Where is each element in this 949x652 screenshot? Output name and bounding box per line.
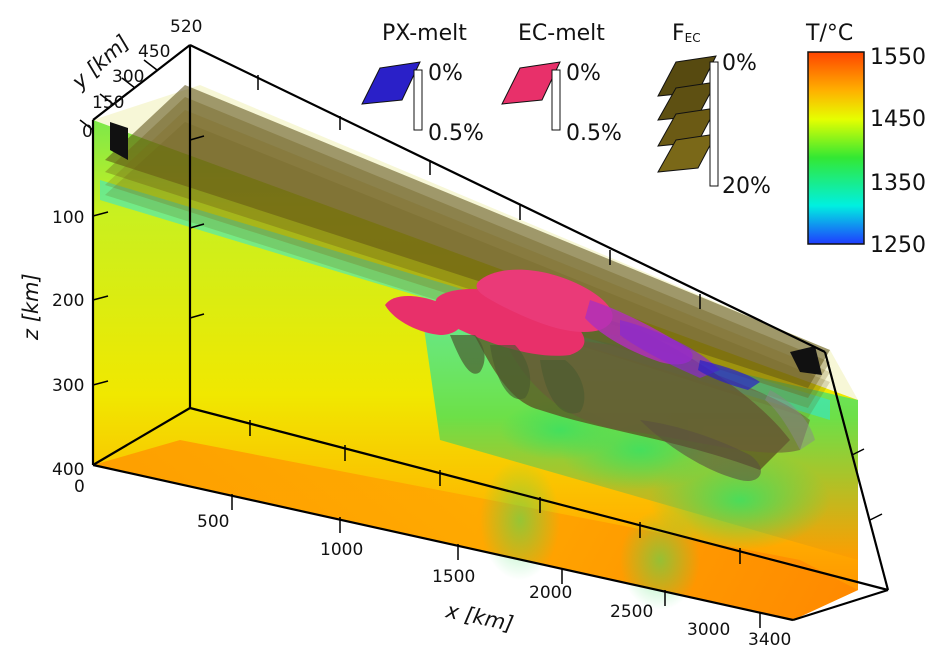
x-tick-label: 0 bbox=[74, 477, 85, 497]
z-tick-label: 100 bbox=[52, 208, 84, 228]
temperature-colorbar: T/°C 1550 1450 1350 1250 bbox=[805, 21, 926, 258]
y-tick-label: 300 bbox=[112, 67, 144, 87]
z-axis-title: z [km] bbox=[19, 273, 43, 341]
f-ec-min: 0% bbox=[722, 51, 757, 76]
z-tick-label: 200 bbox=[52, 291, 84, 311]
f-ec-title: FEC bbox=[672, 21, 701, 46]
px-melt-max: 0.5% bbox=[428, 121, 484, 146]
f-ec-max: 20% bbox=[722, 174, 771, 199]
temperature-tick: 1550 bbox=[870, 45, 926, 70]
ec-melt-title: EC-melt bbox=[518, 21, 605, 46]
ec-melt-swatch bbox=[501, 61, 561, 105]
x-tick-label: 1000 bbox=[320, 540, 363, 560]
px-melt-legend: PX-melt 0% 0.5% bbox=[361, 21, 484, 146]
x-tick-label: 3000 bbox=[687, 620, 730, 640]
front-slab-end bbox=[110, 122, 128, 160]
y-tick-label: 150 bbox=[92, 93, 124, 113]
temperature-tick: 1450 bbox=[870, 107, 926, 132]
ec-melt-max: 0.5% bbox=[566, 121, 622, 146]
y-tick-label: 0 bbox=[82, 122, 93, 142]
y-tick-label: 450 bbox=[138, 42, 170, 62]
z-tick-label: 400 bbox=[52, 460, 84, 480]
z-axis-tick-labels: 100 200 300 400 bbox=[52, 208, 84, 480]
melt-structures bbox=[385, 269, 815, 481]
x-axis-tick-labels: 0 500 1000 1500 2000 2500 3000 3400 bbox=[74, 477, 791, 650]
ec-melt-legend: EC-melt 0% 0.5% bbox=[501, 21, 622, 146]
temperature-tick: 1350 bbox=[870, 171, 926, 196]
x-tick-label: 500 bbox=[197, 512, 229, 532]
ec-melt-min: 0% bbox=[566, 61, 601, 86]
px-melt-bar bbox=[413, 69, 423, 131]
px-melt-min: 0% bbox=[428, 61, 463, 86]
f-ec-legend: FEC 0% 20% bbox=[657, 21, 771, 199]
x-tick-label: 1500 bbox=[432, 567, 475, 587]
f-ec-bar bbox=[709, 61, 719, 187]
x-tick-label: 2000 bbox=[529, 583, 572, 603]
y-axis-tick-labels: 0 150 300 450 520 bbox=[82, 17, 202, 142]
temperature-tick: 1250 bbox=[870, 233, 926, 258]
back-slab-end bbox=[790, 346, 822, 375]
axis-tick-marks bbox=[79, 59, 883, 628]
x-axis-title: x [km] bbox=[443, 598, 516, 636]
temperature-title: T/°C bbox=[805, 21, 853, 46]
temperature-bar bbox=[807, 51, 865, 245]
bounding-box bbox=[91, 44, 890, 622]
x-tick-label: 3400 bbox=[748, 630, 791, 650]
x-tick-label: 2500 bbox=[610, 602, 653, 622]
ec-melt-bar bbox=[551, 69, 561, 131]
y-tick-label: 520 bbox=[170, 17, 202, 37]
px-melt-swatch bbox=[361, 61, 421, 105]
z-tick-label: 300 bbox=[52, 376, 84, 396]
px-melt-title: PX-melt bbox=[382, 21, 467, 46]
